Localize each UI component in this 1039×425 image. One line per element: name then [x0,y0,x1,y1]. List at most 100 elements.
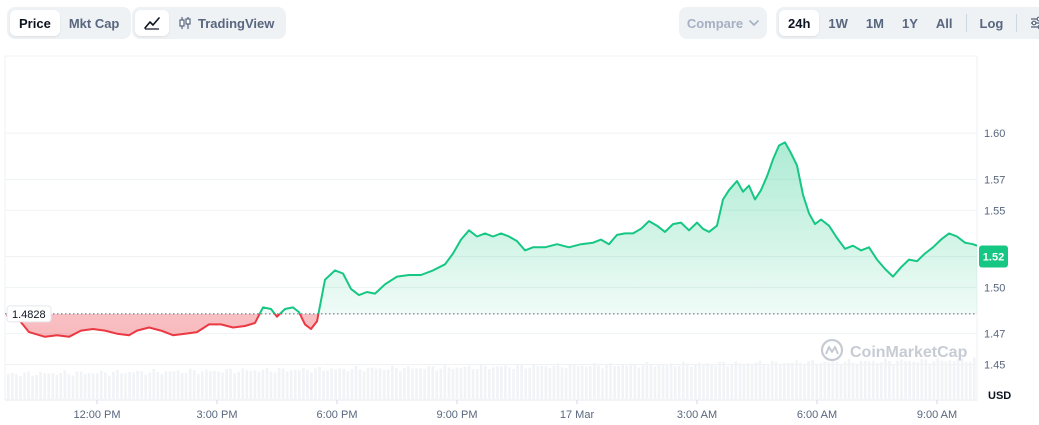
volume-bar [467,365,471,400]
volume-bar [35,375,38,400]
volume-bar [411,368,414,400]
volume-bar [504,365,507,400]
volume-bar [209,371,212,400]
volume-bar [265,368,269,400]
volume-bar [43,373,46,400]
log-scale-toggle[interactable]: Log [979,15,1004,31]
volume-bar [378,368,382,400]
price-tab[interactable]: Price [10,10,60,36]
volume-bar [807,361,810,400]
volume-bar [447,367,451,400]
range-all-tab[interactable]: All [935,15,953,31]
volume-bar [669,363,673,400]
volume-bar [443,365,447,400]
volume-bar [95,373,99,400]
volume-bar [633,364,637,400]
line-chart-tab[interactable] [135,10,169,36]
volume-bar [855,363,859,400]
volume-bar [516,365,519,400]
line-chart-icon [144,17,160,30]
volume-bar [544,366,548,400]
volume-bar [621,365,624,400]
volume-bar [249,371,253,400]
volume-bar [285,371,289,400]
volume-bar [742,363,746,400]
volume-bar [294,369,297,400]
volume-bar [912,361,915,400]
volume-bar [859,360,863,400]
volume-bar [382,369,386,400]
volume-bar [904,361,907,400]
volume-bar [136,370,139,400]
volume-bar [799,363,802,400]
volume-bar [120,373,123,400]
volume-bar [770,360,774,400]
volume-bar [439,368,443,400]
volume-bar [888,360,891,400]
volume-bar [386,369,390,400]
volume-bar [572,364,576,400]
compare-dropdown[interactable]: Compare [679,7,767,39]
volume-bar [362,371,366,400]
range-24h-tab[interactable]: 24h [779,10,820,36]
x-tick-label: 3:00 PM [197,409,238,421]
volume-bar [641,365,645,400]
volume-bar [645,361,649,400]
volume-bar [758,360,762,400]
volume-bar [350,369,354,400]
volume-bar [706,363,709,400]
volume-bar [11,373,14,400]
volume-bar [435,370,438,400]
volume-bar [609,363,612,400]
volume-bar [657,364,661,400]
volume-bar [205,369,208,400]
volume-bar [395,367,398,400]
tradingview-label: TradingView [198,15,275,31]
volume-bar [176,370,180,400]
volume-bar [589,366,592,400]
x-tick-label: 6:00 PM [317,409,358,421]
volume-bar [734,361,738,400]
range-1y-tab[interactable]: 1Y [901,15,918,31]
volume-bar [629,363,632,400]
coinmarketcap-logo-icon [820,338,844,362]
volume-bar [686,363,689,400]
tradingview-tab[interactable]: TradingView [169,10,283,36]
volume-bar [851,362,855,400]
volume-bar [79,371,83,400]
volume-bar [702,364,705,400]
volume-bar [233,373,236,400]
market-cap-tab[interactable]: Mkt Cap [68,15,120,31]
volume-bar [762,364,766,400]
volume-bar [168,371,172,400]
volume-bar [803,365,806,400]
range-1w-tab[interactable]: 1W [828,15,848,31]
svg-text:1.52: 1.52 [983,252,1004,264]
volume-bar [188,368,192,400]
x-tick-label: 9:00 AM [917,409,957,421]
volume-bar [257,371,261,400]
volume-bar [876,363,879,400]
volume-bar [637,367,641,400]
volume-bar [156,372,160,400]
volume-bar [738,363,742,400]
candlestick-icon [179,17,191,29]
volume-bar [104,372,107,400]
volume-bar [132,372,135,400]
range-divider [965,14,967,32]
volume-bar [306,370,309,400]
volume-bar [779,364,782,400]
volume-bar [969,361,972,400]
chart-type-toggle: TradingView [132,7,287,39]
volume-bar [896,360,899,400]
volume-bar [116,370,119,400]
volume-bar [370,367,374,400]
x-tick-label: 6:00 AM [797,409,837,421]
range-1m-tab[interactable]: 1M [865,15,884,31]
volume-bar [677,365,681,400]
volume-bar [374,368,378,400]
volume-bar [19,376,22,400]
volume-bar [338,368,341,400]
volume-bar [128,372,131,400]
